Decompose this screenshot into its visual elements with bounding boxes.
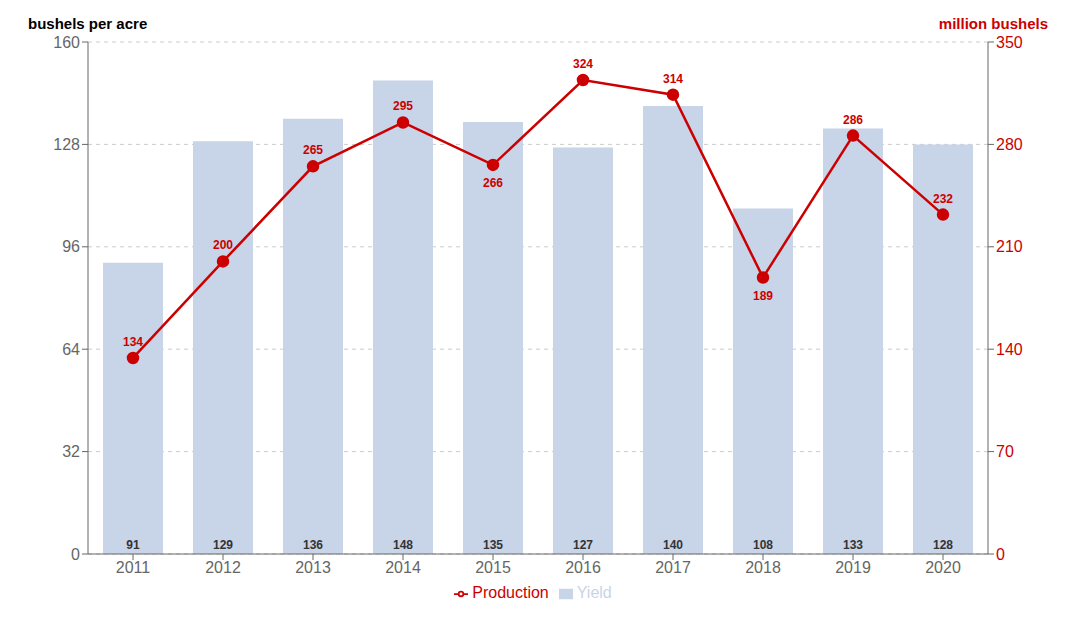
svg-text:140: 140 (663, 538, 683, 552)
svg-text:127: 127 (573, 538, 593, 552)
svg-text:2014: 2014 (385, 559, 421, 576)
svg-text:2011: 2011 (116, 559, 151, 576)
svg-text:210: 210 (996, 238, 1023, 255)
svg-text:136: 136 (303, 538, 323, 552)
svg-text:280: 280 (996, 136, 1023, 153)
svg-text:2017: 2017 (655, 559, 691, 576)
svg-text:2020: 2020 (925, 559, 961, 576)
html-text:Production: Production (472, 584, 549, 601)
svg-text:2015: 2015 (475, 559, 511, 576)
svg-text:160: 160 (53, 34, 80, 51)
svg-text:91: 91 (126, 538, 140, 552)
svg-text:108: 108 (753, 538, 773, 552)
svg-text:148: 148 (393, 538, 413, 552)
html-text:million bushels: million bushels (938, 15, 1048, 32)
svg-text:2018: 2018 (745, 559, 781, 576)
svg-text:133: 133 (843, 538, 863, 552)
svg-text:0: 0 (71, 546, 80, 563)
svg-text:140: 140 (996, 341, 1023, 358)
svg-text:314: 314 (663, 72, 683, 86)
svg-text:286: 286 (843, 113, 863, 127)
svg-text:70: 70 (996, 443, 1014, 460)
html-text:Yield: Yield (576, 584, 612, 601)
html-text:bushels per acre: bushels per acre (28, 15, 148, 32)
svg-text:295: 295 (393, 99, 413, 113)
svg-text:128: 128 (933, 538, 953, 552)
svg-text:96: 96 (62, 238, 80, 255)
svg-text:232: 232 (933, 192, 953, 206)
svg-text:64: 64 (62, 341, 80, 358)
svg-text:2012: 2012 (205, 559, 241, 576)
svg-text:32: 32 (62, 443, 80, 460)
svg-text:200: 200 (213, 238, 233, 252)
svg-text:189: 189 (753, 289, 773, 303)
svg-text:2019: 2019 (835, 559, 871, 576)
svg-text:324: 324 (573, 57, 593, 71)
svg-text:266: 266 (483, 176, 503, 190)
svg-text:265: 265 (303, 143, 323, 157)
svg-text:134: 134 (123, 335, 143, 349)
svg-text:129: 129 (213, 538, 233, 552)
svg-text:2016: 2016 (565, 559, 601, 576)
svg-text:0: 0 (996, 546, 1005, 563)
svg-text:135: 135 (483, 538, 503, 552)
svg-text:350: 350 (996, 34, 1023, 51)
svg-text:2013: 2013 (295, 559, 331, 576)
svg-text:128: 128 (53, 136, 80, 153)
